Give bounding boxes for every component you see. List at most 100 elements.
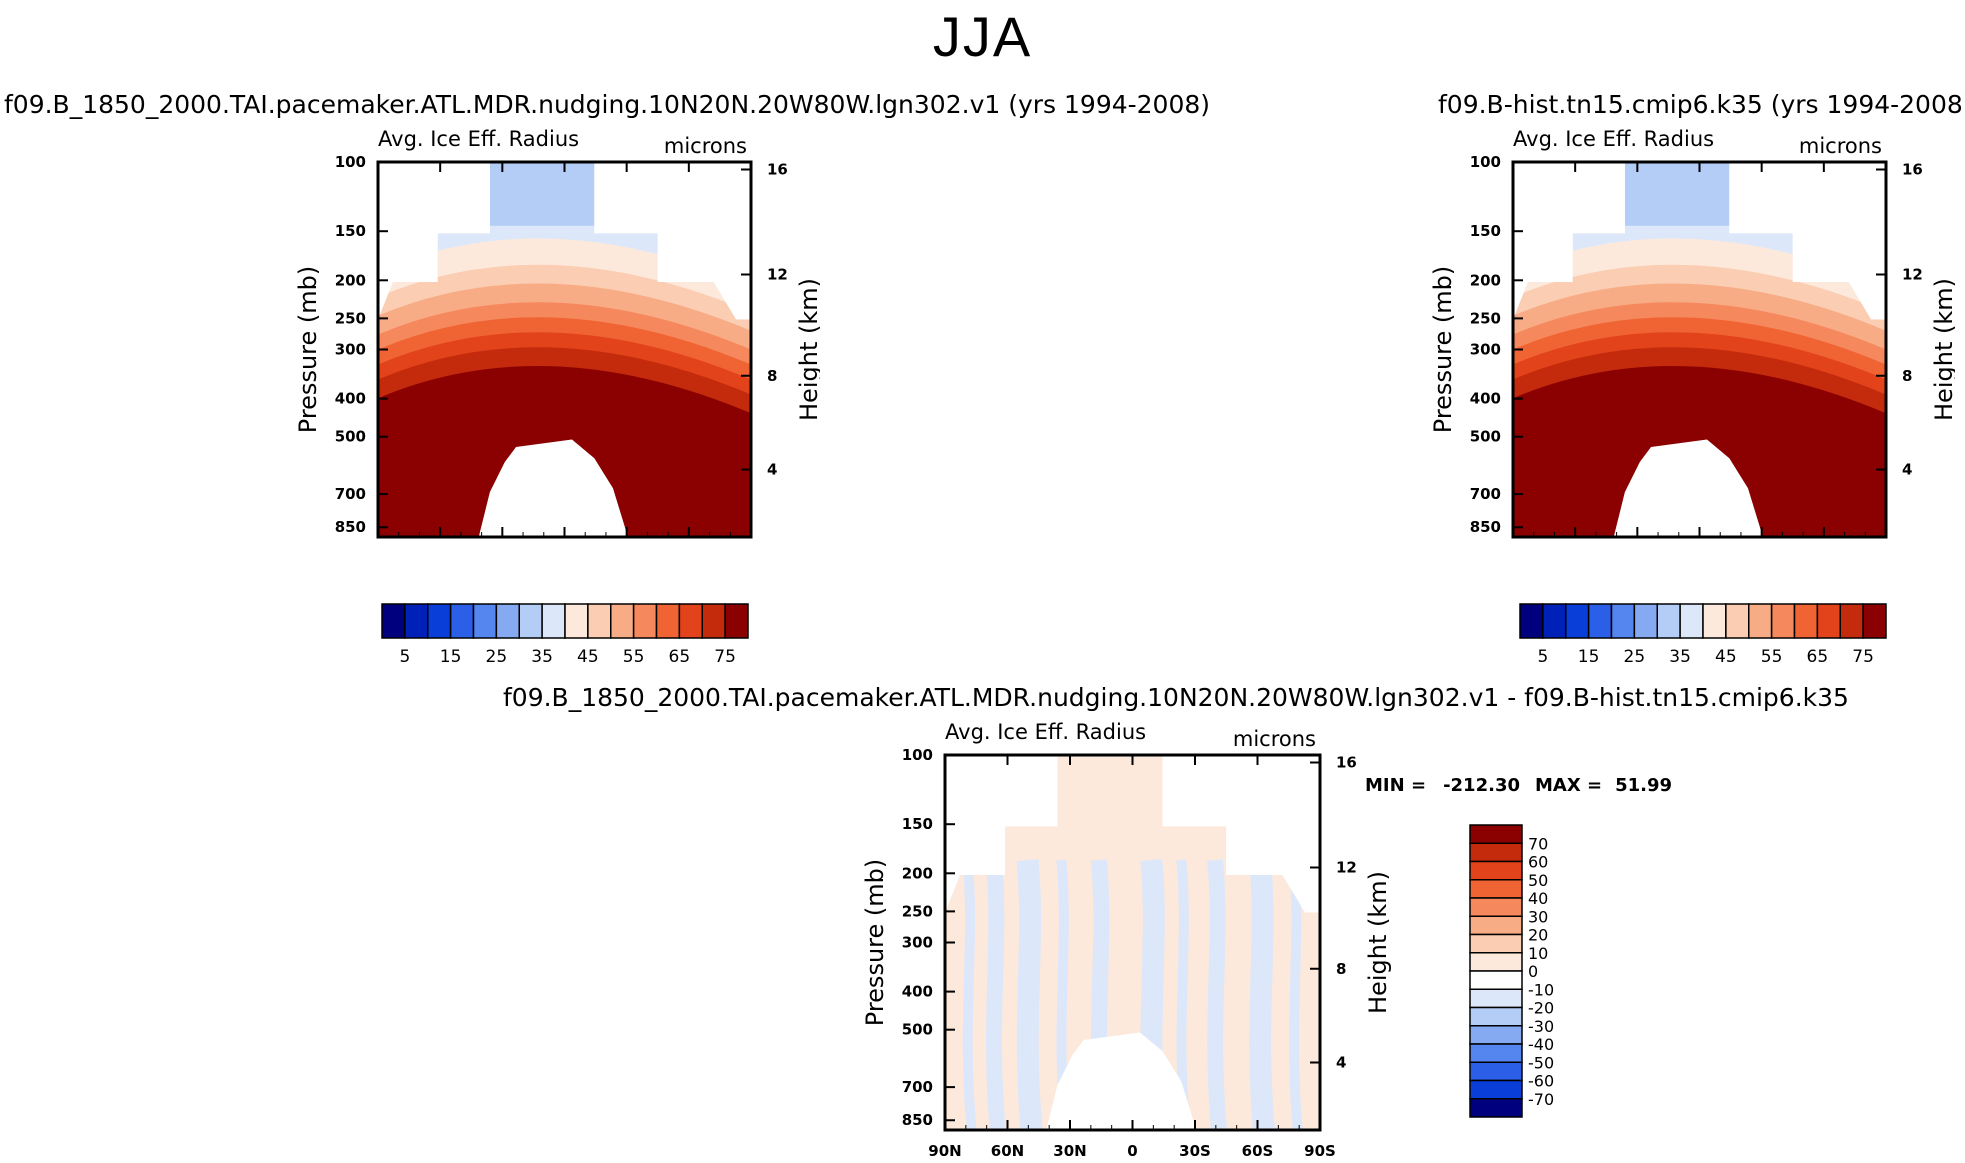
colorbar-swatch bbox=[1469, 1061, 1523, 1082]
colorbar-swatch bbox=[701, 603, 726, 639]
max-label: MAX = bbox=[1535, 775, 1602, 796]
y-tick-label: 300 bbox=[902, 934, 933, 952]
y-tick-label: 100 bbox=[902, 746, 933, 764]
x-tick-label: 0 bbox=[1127, 1142, 1137, 1160]
colorbar-swatch bbox=[1656, 603, 1681, 639]
units-label: microns bbox=[664, 134, 747, 158]
y-tick-label: 700 bbox=[335, 485, 366, 503]
y2-tick-label: 12 bbox=[1336, 859, 1357, 877]
colorbar-label: 65 bbox=[1807, 647, 1829, 667]
missing-region bbox=[1513, 162, 1625, 320]
y2-tick-label: 16 bbox=[1902, 161, 1923, 179]
y2-tick-label: 12 bbox=[1902, 266, 1923, 284]
y2-tick-label: 8 bbox=[1336, 960, 1346, 978]
y2-tick-label: 16 bbox=[1336, 754, 1357, 772]
colorbar-swatch bbox=[1565, 603, 1590, 639]
y-tick-label: 250 bbox=[1470, 309, 1501, 327]
colorbar-label: 60 bbox=[1528, 853, 1548, 872]
y-tick-label: 100 bbox=[1470, 153, 1501, 171]
colorbar-label: 0 bbox=[1528, 962, 1538, 981]
colorbar-swatch bbox=[632, 603, 658, 639]
colorbar-label: 25 bbox=[1624, 647, 1646, 667]
colorbar-swatch bbox=[1469, 860, 1523, 881]
missing-region bbox=[1162, 755, 1320, 913]
colorbar-swatch bbox=[1469, 952, 1523, 972]
y-tick-label: 500 bbox=[335, 428, 366, 446]
panel-2-plot: 90N60N30N030S60S90S100150200250300400500… bbox=[1429, 127, 1955, 539]
colorbar-label: 65 bbox=[669, 647, 691, 667]
y2-tick-label: 4 bbox=[767, 461, 777, 479]
colorbar-swatch bbox=[1702, 603, 1727, 639]
diff-negative-streak bbox=[1207, 859, 1227, 1130]
y-tick-label: 250 bbox=[902, 902, 933, 920]
y-tick-label: 700 bbox=[1470, 485, 1501, 503]
y-tick-label: 200 bbox=[1470, 271, 1501, 289]
colorbar-swatch bbox=[1587, 603, 1613, 639]
colorbar-label: 25 bbox=[486, 647, 508, 667]
colorbar-swatch bbox=[1725, 603, 1750, 639]
colorbar-swatch bbox=[678, 603, 703, 639]
colorbar-label: 45 bbox=[577, 647, 599, 667]
colorbar-swatch bbox=[404, 603, 429, 639]
colorbar-swatch bbox=[1469, 1098, 1523, 1118]
colorbar-swatch bbox=[1748, 603, 1773, 639]
y-tick-label: 100 bbox=[335, 153, 366, 171]
x-tick-label: 60S bbox=[1242, 1142, 1274, 1160]
y2-tick-label: 8 bbox=[767, 367, 777, 385]
diff-negative-streak bbox=[1016, 858, 1043, 1130]
y-tick-label: 150 bbox=[335, 222, 366, 240]
field-contours bbox=[378, 162, 751, 537]
y-tick-label: 200 bbox=[335, 271, 366, 289]
x-tick-label: 30S bbox=[1179, 1142, 1211, 1160]
x-tick-label: 90S bbox=[1304, 1142, 1336, 1160]
colorbar-swatch bbox=[495, 603, 520, 639]
y2-tick-label: 12 bbox=[767, 266, 788, 284]
y-axis-label: Pressure (mb) bbox=[294, 266, 322, 433]
colorbar-swatch bbox=[724, 603, 749, 639]
colorbar-label: -70 bbox=[1528, 1090, 1554, 1109]
colorbar-swatch bbox=[1469, 1025, 1523, 1045]
x-tick-label: 90N bbox=[928, 1142, 961, 1160]
surface-mask bbox=[1046, 1032, 1197, 1130]
colorbar-swatch bbox=[587, 603, 612, 639]
colorbar-label: 55 bbox=[1761, 647, 1783, 667]
colorbar-swatch bbox=[655, 603, 681, 639]
diff-negative-streak bbox=[985, 859, 1006, 1130]
diff-negative-streak bbox=[1288, 859, 1303, 1130]
colorbar-label: 30 bbox=[1528, 907, 1548, 926]
colorbar-swatch bbox=[1469, 897, 1523, 917]
colorbar-label: 70 bbox=[1528, 834, 1548, 853]
y2-axis-label: Height (km) bbox=[795, 278, 820, 421]
diff-negative-streak bbox=[962, 859, 977, 1130]
y-tick-label: 150 bbox=[902, 815, 933, 833]
colorbar-swatch bbox=[610, 603, 635, 639]
y-tick-label: 400 bbox=[1470, 390, 1501, 408]
y-tick-label: 850 bbox=[902, 1111, 933, 1129]
colorbar-swatch bbox=[564, 603, 589, 639]
colorbar-swatch bbox=[1862, 603, 1887, 639]
panel-1-plot: 90N60N30N030S60S90S100150200250300400500… bbox=[294, 127, 820, 539]
y-tick-label: 400 bbox=[902, 983, 933, 1001]
upper-cloud-region bbox=[489, 162, 595, 226]
season-title: JJA bbox=[932, 5, 1033, 68]
field-label: Avg. Ice Eff. Radius bbox=[378, 127, 579, 151]
colorbar-label: 50 bbox=[1528, 871, 1548, 890]
colorbar-panel-1: 5 15 25 35 45 55 65 75 bbox=[381, 603, 749, 667]
colorbar-label: 35 bbox=[1669, 647, 1691, 667]
colorbar-label: 75 bbox=[714, 647, 736, 667]
colorbar-swatch bbox=[427, 603, 452, 639]
colorbar-swatch bbox=[1469, 842, 1523, 863]
field-label: Avg. Ice Eff. Radius bbox=[945, 720, 1146, 744]
y-tick-label: 300 bbox=[335, 341, 366, 359]
colorbar-swatch bbox=[1793, 603, 1819, 639]
y2-tick-label: 4 bbox=[1902, 461, 1912, 479]
field-contours bbox=[1513, 162, 1886, 537]
units-label: microns bbox=[1233, 727, 1316, 751]
colorbar-label: 55 bbox=[623, 647, 645, 667]
y-tick-label: 150 bbox=[1470, 222, 1501, 240]
colorbar-label: 15 bbox=[1578, 647, 1600, 667]
x-tick-label: 30N bbox=[1053, 1142, 1086, 1160]
min-label: MIN = bbox=[1365, 775, 1426, 796]
panel-1-title: f09.B_1850_2000.TAI.pacemaker.ATL.MDR.nu… bbox=[4, 90, 1211, 119]
missing-region bbox=[1729, 162, 1886, 320]
